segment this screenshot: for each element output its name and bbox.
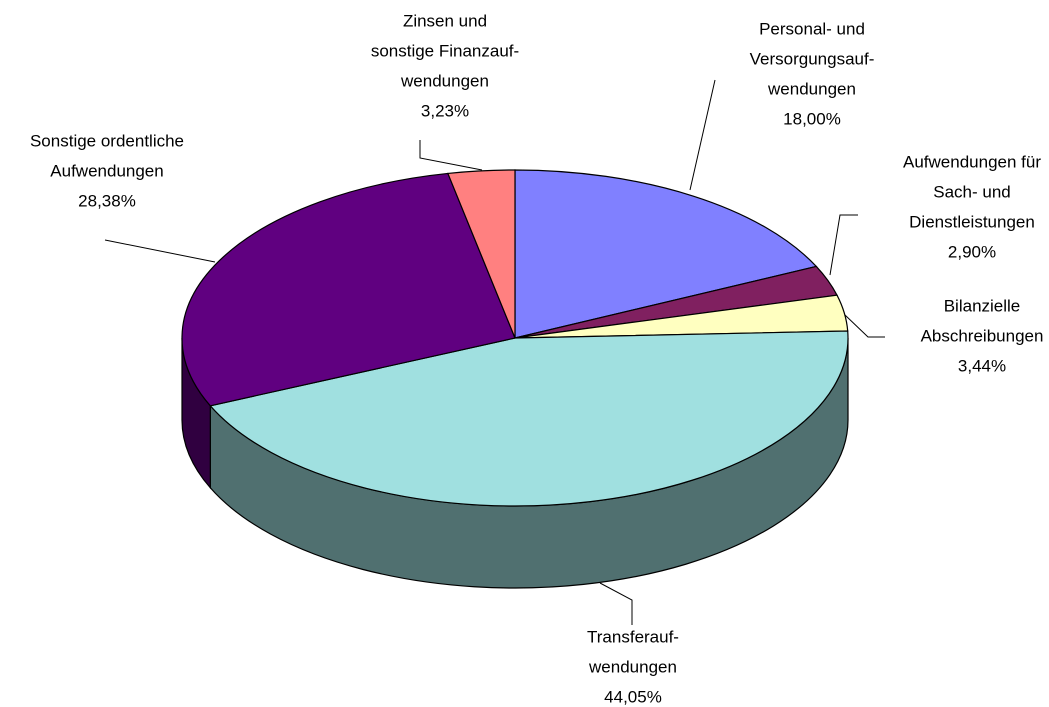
slice-label: wendungen bbox=[588, 657, 677, 676]
leader-line bbox=[844, 314, 885, 338]
value-label: 44,05% bbox=[604, 687, 662, 706]
slice-label: Sach- und bbox=[933, 182, 1011, 201]
slice-label: Aufwendungen bbox=[50, 161, 163, 180]
slice-label: Personal- und bbox=[759, 19, 865, 38]
leader-line bbox=[104, 239, 216, 263]
slice-label: Zinsen und bbox=[403, 11, 487, 30]
slice-label: Dienstleistungen bbox=[909, 212, 1035, 231]
value-label: 18,00% bbox=[783, 109, 841, 128]
leader-line bbox=[829, 214, 858, 276]
slice bbox=[181, 172, 516, 407]
value-label: 28,38% bbox=[78, 191, 136, 210]
leader-line bbox=[689, 79, 716, 191]
slice bbox=[447, 169, 516, 339]
slice bbox=[209, 330, 849, 507]
value-label: 2,90% bbox=[948, 242, 996, 261]
slice-label: Transferauf- bbox=[587, 627, 679, 646]
value-label: 3,44% bbox=[958, 356, 1006, 375]
slice-label: Bilanzielle bbox=[944, 296, 1021, 315]
slice-label: wendungen bbox=[767, 79, 856, 98]
slice-label: Aufwendungen für bbox=[903, 152, 1041, 171]
value-label: 3,23% bbox=[421, 101, 469, 120]
slice-label: wendungen bbox=[400, 71, 489, 90]
slice bbox=[514, 169, 818, 339]
slice-label: Versorgungsauf- bbox=[750, 49, 875, 68]
leader-line bbox=[599, 582, 633, 625]
slice-label: sonstige Finanzauf- bbox=[371, 41, 519, 60]
slice-label: Abschreibungen bbox=[921, 326, 1044, 345]
slice-label: Sonstige ordentliche bbox=[30, 131, 184, 150]
leader-line bbox=[419, 140, 483, 171]
